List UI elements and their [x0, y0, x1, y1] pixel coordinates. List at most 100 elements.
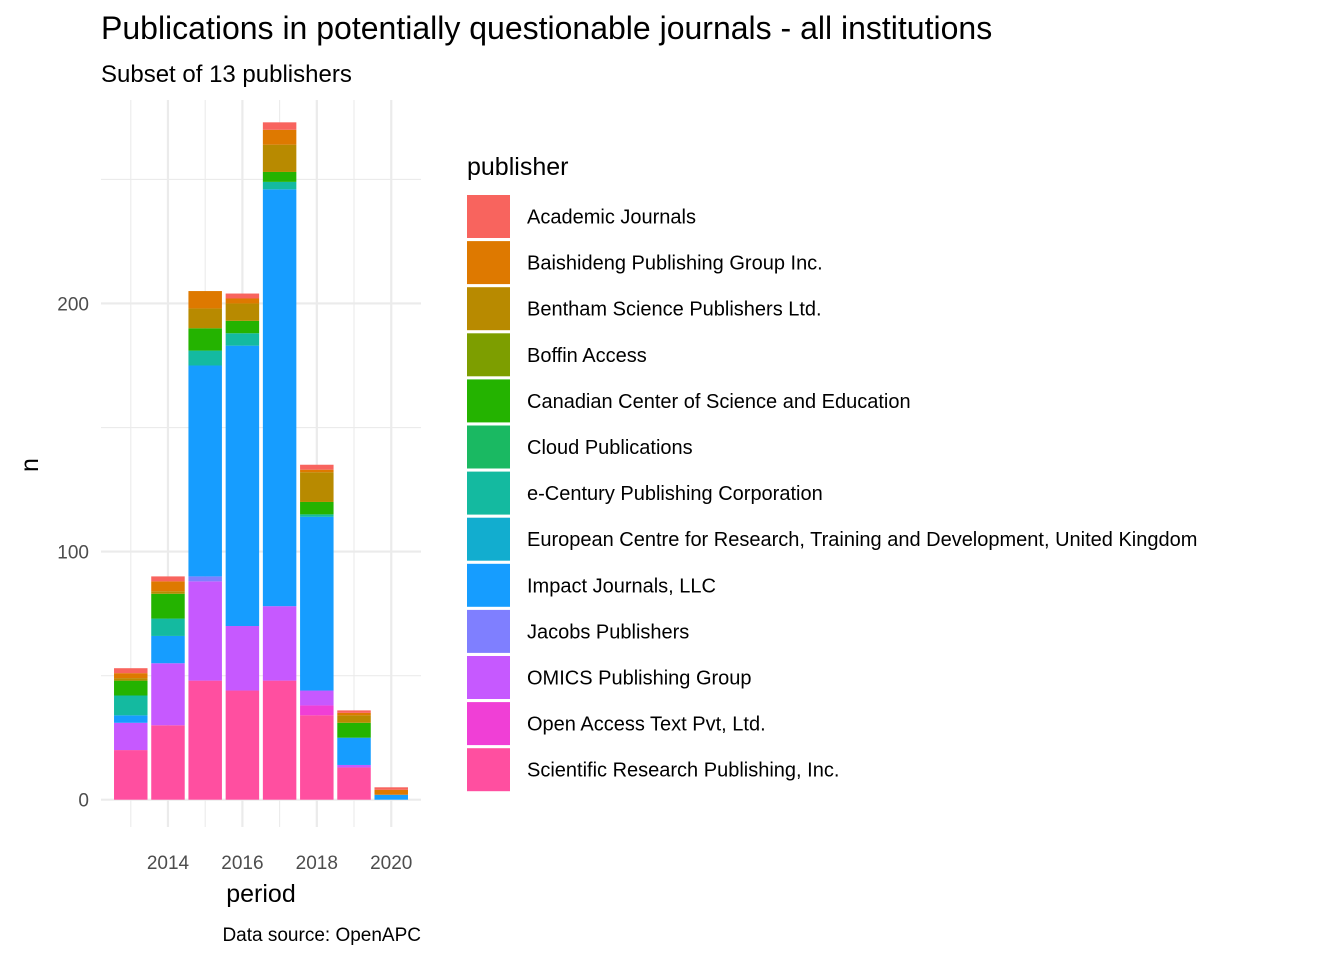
bar-segment — [188, 680, 222, 800]
x-tick-label: 2014 — [147, 853, 190, 874]
x-tick-label: 2016 — [221, 853, 263, 874]
legend-label: Bentham Science Publishers Ltd. — [527, 299, 822, 321]
legend-key — [467, 656, 510, 699]
bar-segment — [262, 606, 297, 681]
y-axis-ticks: 0 100 200 — [57, 294, 89, 811]
bar-segment — [225, 303, 260, 321]
legend-key — [467, 702, 510, 746]
legend-label: Baishideng Publishing Group Inc. — [527, 253, 823, 275]
bar-segment — [300, 464, 334, 470]
bar-segment — [151, 618, 185, 636]
bar-segment — [262, 144, 297, 172]
legend-key — [467, 425, 510, 469]
x-tick-label: 2018 — [296, 853, 338, 874]
bar-segment — [151, 581, 185, 592]
legend-key — [467, 241, 510, 285]
x-axis-title: period — [226, 880, 296, 908]
legend-label: European Centre for Research, Training a… — [527, 529, 1197, 551]
bar-segment — [300, 472, 334, 502]
bar-segment — [374, 794, 408, 800]
bar-segment — [300, 715, 334, 800]
bar-segment — [114, 715, 148, 723]
bar-segment — [225, 690, 260, 800]
legend-label: Open Access Text Pvt, Ltd. — [527, 714, 766, 736]
legend-label: Boffin Access — [527, 345, 647, 367]
bar-segment — [225, 333, 260, 346]
bar-segment — [262, 122, 297, 130]
bar-segment — [374, 787, 408, 790]
bar-segment — [151, 663, 185, 726]
bar-segment — [300, 690, 334, 706]
bars — [114, 122, 408, 800]
bar-segment — [225, 298, 260, 304]
bar-segment — [300, 516, 334, 691]
bar-segment — [374, 789, 408, 795]
bar-segment — [114, 680, 148, 696]
bar-segment — [188, 308, 222, 329]
legend-key — [467, 609, 510, 653]
bar-segment — [262, 189, 297, 607]
bar-segment — [337, 710, 371, 713]
bar-segment — [188, 581, 222, 681]
bar-segment — [225, 626, 260, 691]
y-tick-label: 0 — [78, 791, 89, 812]
bar-segment — [262, 680, 297, 800]
bar-segment — [114, 673, 148, 679]
bar-segment — [188, 291, 222, 309]
legend-key — [467, 517, 510, 561]
bar-segment — [300, 514, 334, 517]
legend-label: OMICS Publishing Group — [527, 668, 752, 690]
bar-segment — [262, 181, 297, 190]
bar-segment — [262, 129, 297, 145]
bar-segment — [188, 328, 222, 351]
bar-segment — [337, 764, 371, 768]
legend-label: Canadian Center of Science and Education — [527, 391, 911, 413]
legend-key — [467, 748, 510, 792]
bar-segment — [225, 345, 260, 627]
bar-segment — [114, 750, 148, 800]
legend-key — [467, 471, 510, 515]
bar-segment — [151, 593, 185, 619]
bar-segment — [337, 712, 371, 716]
chart-subtitle: Subset of 13 publishers — [101, 61, 352, 88]
bar-segment — [225, 320, 260, 334]
bar-segment — [114, 668, 148, 674]
chart-title: Publications in potentially questionable… — [101, 10, 992, 46]
legend-key — [467, 563, 510, 607]
bar-segment — [225, 293, 260, 299]
legend-label: e-Century Publishing Corporation — [527, 483, 823, 505]
legend-label: Academic Journals — [527, 207, 696, 229]
y-axis-title: n — [16, 458, 44, 472]
bar-segment — [188, 576, 222, 582]
bar-segment — [262, 171, 297, 182]
chart-caption: Data source: OpenAPC — [222, 925, 421, 946]
bar-segment — [337, 722, 371, 738]
legend-label: Cloud Publications — [527, 437, 693, 459]
legend-key — [467, 333, 510, 377]
legend-title: publisher — [467, 153, 568, 181]
bar-segment — [337, 715, 371, 723]
bar-segment — [151, 635, 185, 664]
legend-label: Impact Journals, LLC — [527, 575, 716, 597]
y-tick-label: 100 — [57, 543, 89, 564]
bar-segment — [151, 591, 185, 594]
grid-lines — [101, 100, 421, 827]
bar-segment — [300, 469, 334, 473]
legend-key — [467, 195, 510, 238]
bar-segment — [337, 767, 371, 800]
legend-key — [467, 379, 510, 423]
legend-label: Scientific Research Publishing, Inc. — [527, 760, 839, 782]
legend-label: Jacobs Publishers — [527, 621, 689, 643]
x-tick-label: 2020 — [370, 853, 412, 874]
x-axis-ticks: 2014 2016 2018 2020 — [147, 853, 413, 874]
bar-segment — [114, 678, 148, 681]
bar-segment — [337, 737, 371, 765]
y-tick-label: 200 — [57, 294, 89, 315]
bar-segment — [114, 695, 148, 716]
bar-segment — [151, 725, 185, 800]
bar-segment — [188, 350, 222, 366]
bar-segment — [300, 705, 334, 716]
bar-segment — [114, 722, 148, 751]
bar-segment — [151, 576, 185, 582]
